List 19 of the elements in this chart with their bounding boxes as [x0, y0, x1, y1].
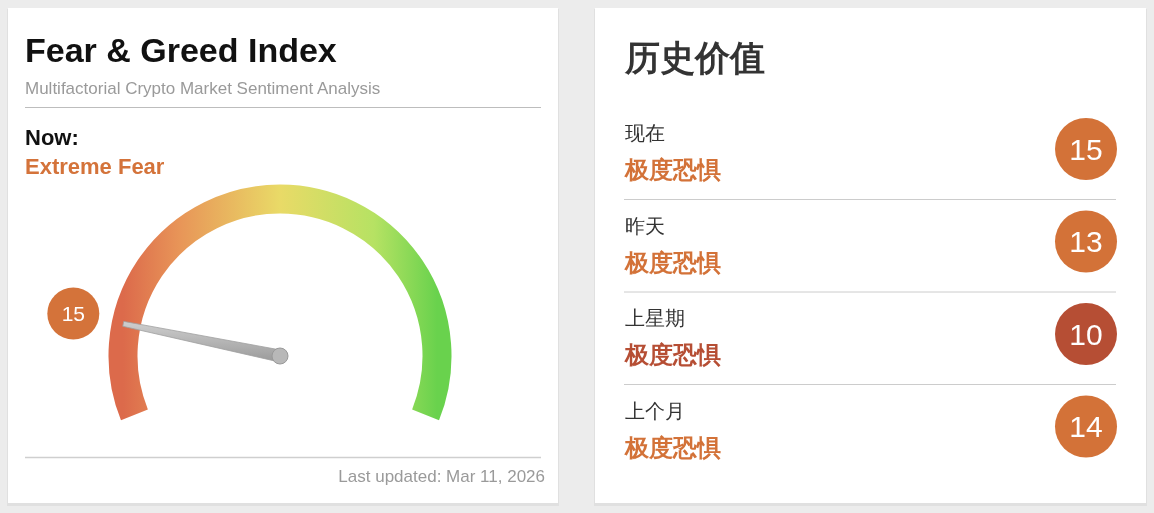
- category-label: 昨天: [625, 214, 665, 237]
- text: 极度恐惧: [624, 341, 721, 368]
- text: 历史价值: [624, 38, 765, 77]
- category-label: 上个月: [625, 399, 685, 422]
- data-label: 13: [1069, 225, 1103, 258]
- text: Multifactorial Crypto Market Sentiment Analysis: [25, 79, 381, 98]
- text: 极度恐惧: [624, 248, 721, 276]
- category-label: 现在: [625, 122, 665, 144]
- data-label: 10: [1069, 317, 1103, 351]
- text: Extreme Fear: [25, 154, 165, 179]
- text: 极度恐惧: [624, 156, 721, 183]
- data-label: 14: [1069, 410, 1103, 443]
- text: Fear & Greed Index: [25, 31, 337, 69]
- category-label: 上星期: [625, 307, 685, 329]
- text: Last updated: Mar 11, 2026: [338, 467, 545, 486]
- text: Now:: [25, 125, 79, 150]
- text: 极度恐惧: [624, 433, 721, 461]
- data-label: 15: [61, 302, 85, 326]
- data-label: 15: [1069, 132, 1103, 166]
